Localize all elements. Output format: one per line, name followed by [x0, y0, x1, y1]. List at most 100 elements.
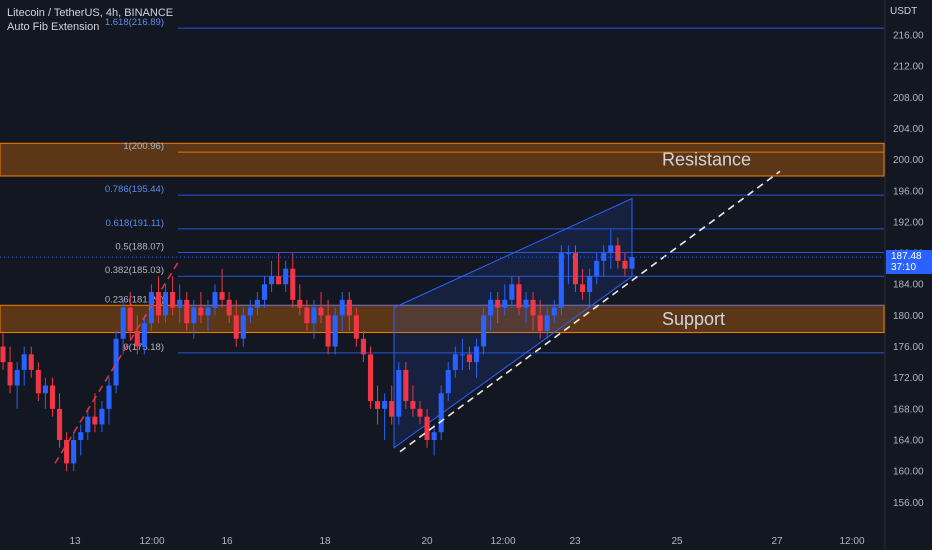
- price-axis[interactable]: 216.00 212.00 208.00 204.00 200.00 196.00 192.…: [884, 0, 924, 550]
- candle[interactable]: [565, 245, 571, 285]
- candle[interactable]: [113, 330, 119, 394]
- candle[interactable]: [311, 299, 317, 339]
- x-tick-label: 20: [421, 536, 433, 547]
- candle[interactable]: [523, 292, 529, 324]
- candle[interactable]: [608, 229, 614, 269]
- candle[interactable]: [163, 284, 169, 324]
- candle[interactable]: [438, 385, 444, 440]
- candle[interactable]: [170, 276, 176, 316]
- candle[interactable]: [466, 346, 472, 370]
- candle[interactable]: [367, 346, 374, 409]
- candle[interactable]: [629, 245, 635, 277]
- candle[interactable]: [339, 292, 345, 331]
- candle[interactable]: [551, 299, 557, 324]
- candle[interactable]: [42, 377, 48, 409]
- candle[interactable]: [297, 284, 303, 316]
- trendline-1[interactable]: [54, 262, 179, 464]
- candle[interactable]: [35, 362, 41, 402]
- candle[interactable]: [579, 268, 586, 300]
- candle[interactable]: [71, 432, 77, 472]
- time-axis[interactable]: 13 12:00 16 18 20 12:00 23 25 27 12:00: [69, 536, 865, 547]
- candle[interactable]: [509, 276, 515, 308]
- candle[interactable]: [325, 299, 331, 355]
- candle[interactable]: [502, 284, 508, 316]
- indicator-name[interactable]: Auto Fib Extension: [7, 21, 100, 33]
- candle[interactable]: [544, 307, 550, 339]
- candle[interactable]: [488, 292, 494, 331]
- candle[interactable]: [205, 299, 211, 331]
- candle[interactable]: [92, 393, 98, 433]
- candle[interactable]: [177, 284, 183, 324]
- candle[interactable]: [424, 408, 430, 448]
- candle[interactable]: [134, 315, 140, 355]
- candle[interactable]: [332, 307, 338, 355]
- candle[interactable]: [346, 292, 352, 331]
- candle-body: [544, 315, 550, 331]
- candle[interactable]: [452, 346, 458, 378]
- candle[interactable]: [594, 253, 600, 285]
- candle[interactable]: [198, 292, 204, 324]
- candle[interactable]: [410, 385, 416, 417]
- candle[interactable]: [375, 385, 381, 425]
- candle[interactable]: [318, 292, 324, 324]
- candle[interactable]: [587, 268, 593, 308]
- candle[interactable]: [56, 393, 63, 448]
- candle[interactable]: [219, 268, 225, 308]
- candle[interactable]: [78, 424, 84, 456]
- candle[interactable]: [530, 292, 536, 331]
- candle[interactable]: [396, 362, 402, 425]
- candle[interactable]: [261, 276, 268, 308]
- candle[interactable]: [403, 362, 409, 409]
- candle[interactable]: [353, 307, 359, 347]
- candle[interactable]: [99, 401, 105, 433]
- candle[interactable]: [495, 292, 501, 324]
- candle[interactable]: [601, 245, 607, 277]
- candle[interactable]: [21, 346, 27, 386]
- candle[interactable]: [389, 385, 395, 425]
- candle[interactable]: [7, 346, 13, 394]
- candle[interactable]: [127, 292, 133, 339]
- candle[interactable]: [191, 299, 197, 339]
- candle[interactable]: [283, 260, 289, 293]
- candle[interactable]: [459, 338, 465, 370]
- candle[interactable]: [233, 299, 239, 347]
- candle[interactable]: [516, 276, 522, 316]
- candle[interactable]: [240, 307, 246, 347]
- candle[interactable]: [269, 260, 275, 293]
- candle[interactable]: [558, 245, 564, 316]
- candle[interactable]: [360, 330, 366, 363]
- candle[interactable]: [212, 284, 218, 316]
- candle[interactable]: [481, 307, 487, 355]
- candle[interactable]: [290, 253, 296, 308]
- candle[interactable]: [155, 276, 162, 324]
- candle[interactable]: [184, 292, 190, 331]
- candle[interactable]: [304, 299, 310, 331]
- candle[interactable]: [226, 292, 232, 324]
- trendline-0[interactable]: [399, 170, 781, 453]
- candle[interactable]: [85, 408, 91, 440]
- candle[interactable]: [445, 362, 451, 402]
- candle[interactable]: [28, 346, 34, 378]
- candle[interactable]: [120, 299, 126, 355]
- candle[interactable]: [572, 245, 579, 293]
- candle[interactable]: [148, 284, 154, 331]
- zone-support[interactable]: [0, 304, 885, 334]
- candle[interactable]: [537, 299, 543, 339]
- candle[interactable]: [382, 393, 388, 440]
- symbol-title[interactable]: Litecoin / TetherUS, 4h, BINANCE: [7, 7, 174, 19]
- candle[interactable]: [276, 253, 282, 285]
- candle[interactable]: [49, 377, 56, 417]
- candle[interactable]: [615, 237, 621, 269]
- candle[interactable]: [64, 432, 70, 472]
- candle[interactable]: [106, 377, 112, 425]
- candle[interactable]: [0, 330, 6, 370]
- zone-resistance[interactable]: [0, 142, 885, 177]
- candle[interactable]: [431, 424, 437, 456]
- candle[interactable]: [473, 338, 480, 378]
- candle[interactable]: [417, 401, 423, 425]
- candle[interactable]: [14, 362, 20, 409]
- candle[interactable]: [254, 292, 260, 316]
- candle[interactable]: [141, 315, 147, 355]
- candle[interactable]: [247, 299, 253, 324]
